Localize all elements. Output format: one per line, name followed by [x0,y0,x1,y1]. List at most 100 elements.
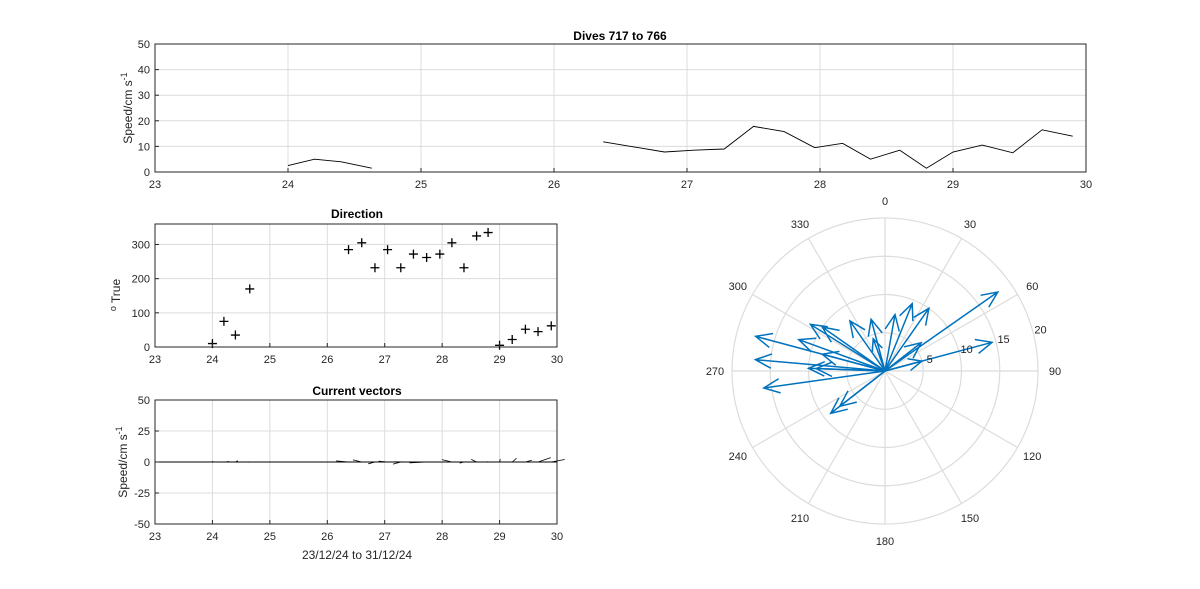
y-tick-label: 50 [138,39,150,51]
y-tick-label: -25 [134,488,150,500]
angle-label: 330 [791,219,809,231]
compass-arrow [848,319,886,372]
compass-panel: 0 30 60 90 120 150 180 210 240 270 300 330 5 10 15 20 [706,196,1061,548]
y-tick-label: 10 [138,141,150,153]
y-tick-label: 200 [132,274,150,286]
direction-marker [422,252,432,262]
angle-label: 210 [791,513,809,525]
direction-marker [408,249,418,259]
x-tick-label: 29 [493,531,505,543]
compass-labels: 0 30 60 90 120 150 180 210 240 270 300 330 5 10 15 20 [706,196,1061,548]
x-tick-label: 30 [1080,179,1092,191]
compass-arrow [753,353,886,372]
direction-marker [533,327,543,337]
current-stick [235,460,239,463]
x-tick-label: 28 [436,354,448,366]
current-stick [409,461,427,464]
speed-panel-ticks: 23 24 25 26 27 28 29 30 0 10 20 30 40 50 [138,39,1092,191]
speed-panel-ylabel: Speed/cm s-1 [119,72,135,143]
direction-marker [507,334,517,344]
spoke-line [884,238,963,372]
compass-arrow [838,370,886,408]
direction-marker [447,238,457,248]
x-tick-label: 24 [282,179,294,191]
angle-label: 30 [964,219,976,231]
x-tick-label: 26 [548,179,560,191]
current-stick [537,457,551,463]
y-tick-label: 0 [144,457,150,469]
angle-label: 300 [729,281,747,293]
speed-line [287,158,372,169]
current-stick [368,461,376,465]
vectors-panel: Current vectors Speed/cm s-1 23 24 25 26 27 2… [114,384,565,562]
speed-panel-series [287,125,1073,169]
compass-arrows [753,290,1000,415]
current-stick [511,458,517,463]
x-tick-label: 28 [436,531,448,543]
range-label: 5 [927,354,933,366]
direction-marker [472,231,482,241]
speed-panel: Dives 717 to 766 Speed/cm s-1 23 24 25 26 27… [119,29,1092,191]
y-tick-label: 0 [144,342,150,354]
x-tick-label: 29 [947,179,959,191]
current-stick [352,459,362,463]
vectors-panel-title: Current vectors [312,384,402,398]
current-stick [392,461,401,465]
angle-label: 0 [882,196,888,208]
vectors-panel-ylabel: Speed/cm s-1 [114,426,130,497]
direction-marker [483,228,493,238]
spoke-line [884,370,1018,449]
direction-marker [459,263,469,273]
vectors-panel-xlabel: 23/12/24 to 31/12/24 [302,548,412,562]
x-tick-label: 27 [379,354,391,366]
current-stick [525,459,532,463]
compass-arrow [884,357,924,372]
x-tick-label: 28 [814,179,826,191]
current-stick [336,460,349,463]
range-label: 15 [997,334,1009,346]
y-tick-label: 30 [138,90,150,102]
direction-panel-axes-box [154,223,558,348]
current-stick [471,459,477,463]
y-tick-label: 300 [132,240,150,252]
x-tick-label: 23 [149,531,161,543]
direction-panel: Direction oTrue 23 24 25 26 27 28 29 3001002003… [108,207,563,366]
speed-line [603,125,1073,169]
current-stick [378,460,388,463]
direction-marker [520,324,530,334]
compass-arrow [884,341,923,372]
y-tick-label: 40 [138,65,150,77]
compass-arrow [796,337,886,372]
x-tick-label: 24 [206,354,218,366]
x-tick-label: 26 [321,354,333,366]
x-tick-label: 25 [415,179,427,191]
direction-marker [344,245,354,255]
compass-arrow [808,323,886,372]
direction-marker [219,316,229,326]
compass-arrow [884,312,901,372]
angle-label: 240 [729,451,747,463]
x-tick-label: 23 [149,354,161,366]
range-label: 20 [1034,324,1046,336]
direction-marker [383,245,393,255]
x-tick-label: 23 [149,179,161,191]
direction-marker [370,263,380,273]
spoke-line [807,370,886,504]
direction-marker [357,238,367,248]
direction-marker [245,284,255,294]
direction-marker [396,263,406,273]
vectors-panel-sticks [155,457,565,465]
x-tick-label: 25 [264,531,276,543]
compass-arrow [761,370,886,394]
compass-arrow [867,317,886,372]
current-stick [551,459,565,463]
y-tick-label: 25 [138,426,150,438]
spoke-line [884,370,963,504]
current-stick [441,459,452,463]
compass-arrow [884,290,1000,372]
current-stick [459,461,465,464]
speed-panel-axes-box [154,43,1087,173]
x-tick-label: 27 [379,531,391,543]
